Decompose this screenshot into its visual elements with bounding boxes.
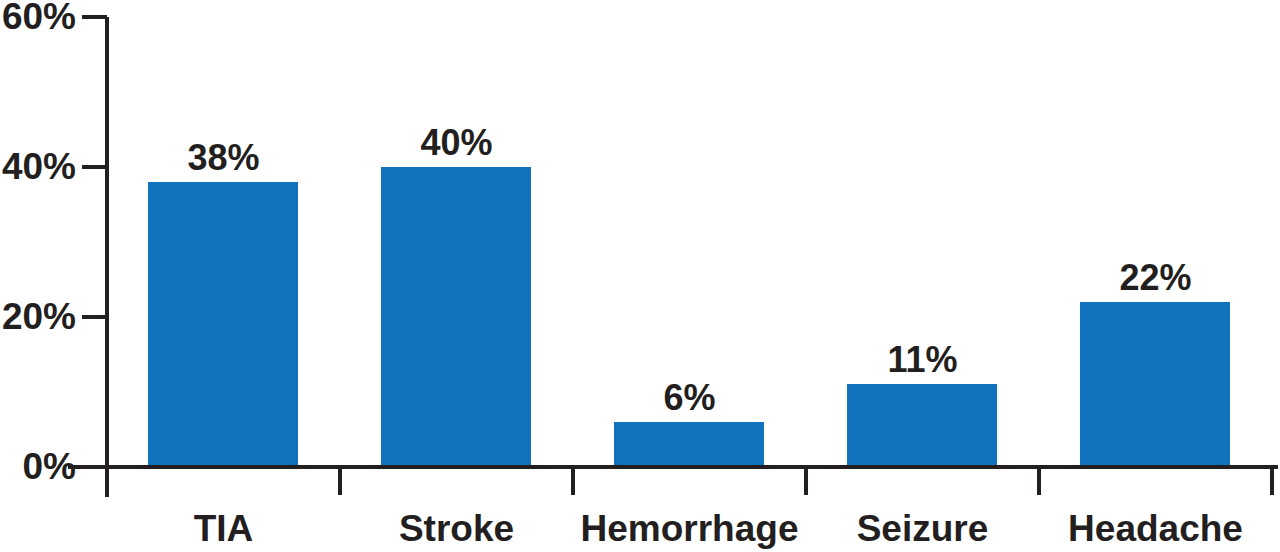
y-axis-tick-label: 40%	[0, 147, 76, 187]
x-axis-category-label: Seizure	[806, 506, 1039, 552]
x-axis-category-label: TIA	[107, 506, 340, 552]
bar-value-label: 6%	[573, 378, 806, 418]
bar-value-label: 22%	[1039, 258, 1272, 298]
x-axis-category-label: Hemorrhage	[573, 506, 806, 552]
bar-value-label: 38%	[107, 138, 340, 178]
bar-tia	[148, 182, 298, 467]
bar-value-label: 40%	[340, 123, 573, 163]
x-axis-tick	[338, 465, 342, 495]
y-axis-line	[105, 17, 109, 497]
y-axis-tick-label: 60%	[0, 0, 76, 37]
bar-chart: 0% 20% 40% 60% 38% TIA 40% Stroke 6% Hemorrhage 1…	[0, 0, 1280, 552]
x-axis-tick	[804, 465, 808, 495]
x-axis-tick	[571, 465, 575, 495]
x-axis-category-label: Headache	[1039, 506, 1272, 552]
bar-stroke	[381, 167, 531, 467]
y-axis-tick-label: 20%	[0, 297, 76, 337]
y-axis-tick	[82, 15, 107, 19]
y-axis-tick	[82, 165, 107, 169]
y-axis-tick-label: 0%	[0, 447, 76, 487]
x-axis-line	[68, 465, 1278, 469]
x-axis-tick	[1270, 465, 1274, 495]
bar-headache	[1080, 302, 1230, 467]
y-axis-tick	[82, 315, 107, 319]
bar-seizure	[847, 384, 997, 467]
x-axis-category-label: Stroke	[340, 506, 573, 552]
x-axis-tick	[1037, 465, 1041, 495]
bar-value-label: 11%	[806, 340, 1039, 380]
bar-hemorrhage	[614, 422, 764, 467]
